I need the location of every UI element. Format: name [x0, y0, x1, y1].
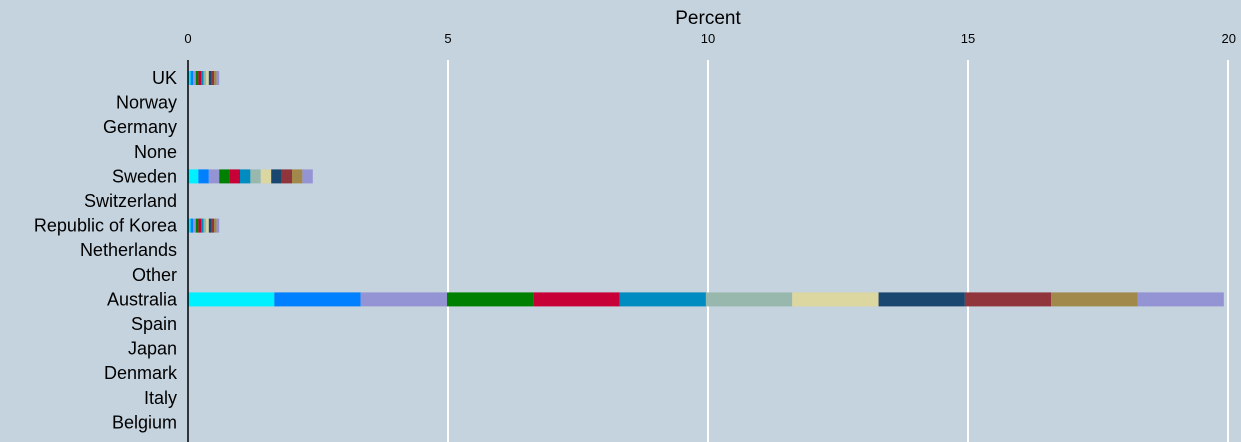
y-category-label: Australia [107, 289, 178, 309]
bar-segment [206, 218, 209, 233]
bar-segment [188, 169, 199, 184]
bar-segment [195, 218, 199, 233]
bar-segment [201, 71, 204, 85]
bar-segment [208, 218, 212, 233]
bar-segment [188, 71, 191, 85]
y-category-label: Other [132, 265, 177, 285]
x-axis-title: Percent [675, 8, 741, 29]
bar-segment [203, 71, 207, 85]
bar-segment [360, 292, 447, 307]
bar-segment [250, 169, 261, 184]
bar-segment [214, 71, 217, 85]
bar-segment [198, 169, 209, 184]
bar-segment [206, 71, 209, 85]
bar-segment [446, 292, 534, 307]
bar-segment [216, 71, 220, 85]
x-tick-label: 10 [701, 31, 715, 46]
bar-segment [188, 218, 191, 233]
bar-segment [216, 218, 220, 233]
bar-segment [705, 292, 793, 307]
y-category-label: Norway [116, 93, 177, 113]
bar-segment [281, 169, 292, 184]
x-tick-label: 5 [444, 31, 451, 46]
bar-segment [198, 218, 201, 233]
y-category-label: Denmark [104, 363, 178, 383]
bar-segment [878, 292, 965, 307]
x-tick-label: 20 [1222, 31, 1236, 46]
x-tick-label: 0 [184, 31, 191, 46]
bar-segment [240, 169, 251, 184]
bar-segment [533, 292, 620, 307]
bar-segment [302, 169, 313, 184]
bar-segment [271, 169, 282, 184]
bar-segment [193, 71, 196, 85]
bar-segment [219, 169, 230, 184]
y-category-label: UK [152, 68, 177, 88]
y-category-label: Switzerland [84, 191, 177, 211]
bar-segment [792, 292, 879, 307]
x-tick-label: 15 [961, 31, 975, 46]
bar-stacks [188, 71, 1224, 307]
bar-segment [193, 218, 196, 233]
bar-segment [964, 292, 1052, 307]
y-category-label: Belgium [112, 412, 177, 432]
bar-segment [198, 71, 201, 85]
y-category-label: None [134, 142, 177, 162]
bar-segment [190, 71, 194, 85]
bar-segment [214, 218, 217, 233]
bar-segment [188, 292, 275, 307]
y-category-label: Germany [103, 117, 177, 137]
y-category-label: Netherlands [80, 240, 177, 260]
bar-segment [260, 169, 272, 184]
y-category-label: Italy [144, 388, 177, 408]
bar-segment [208, 71, 212, 85]
bar-segment [201, 218, 204, 233]
bar-segment [211, 71, 214, 85]
gridlines [447, 60, 1229, 442]
y-axis-category-labels: UK Norway Germany None Sweden Switzerland Repu… [34, 68, 178, 432]
y-category-label: Spain [131, 314, 177, 334]
bar-segment [190, 218, 194, 233]
y-category-label: Sweden [112, 166, 177, 186]
bar-segment [619, 292, 706, 307]
bar-segment [195, 71, 199, 85]
bar-segment [1051, 292, 1138, 307]
bar-segment [292, 169, 303, 184]
bar-segment [203, 218, 207, 233]
y-category-label: Japan [128, 339, 177, 359]
y-category-label: Republic of Korea [34, 216, 178, 236]
bar-segment [211, 218, 214, 233]
x-axis-ticks: 0 5 10 15 20 [184, 31, 1236, 46]
bar-segment [208, 169, 220, 184]
bar-segment [274, 292, 361, 307]
bar-segment [229, 169, 240, 184]
bar-segment [1137, 292, 1224, 307]
